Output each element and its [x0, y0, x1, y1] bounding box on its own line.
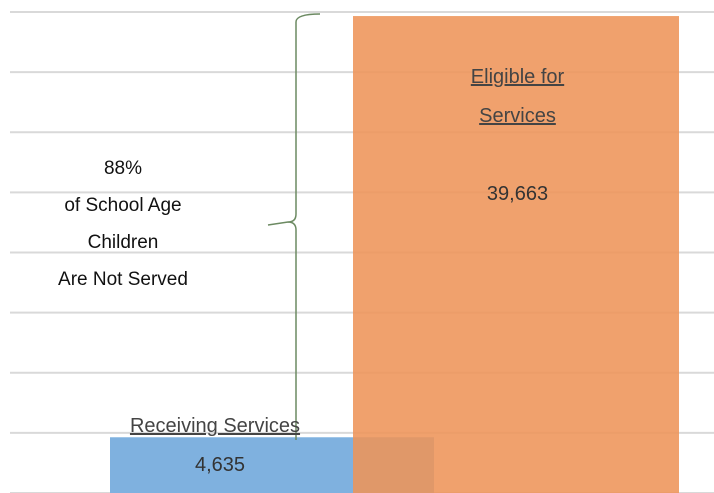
annotation-line: 88% [103, 158, 143, 179]
annotation-line: of School Age [64, 195, 182, 216]
category-label: Eligible for Services [470, 66, 565, 127]
annotation: 88% of School Age Children Are Not Served [28, 150, 218, 298]
value-label: 39,663 [486, 183, 549, 205]
value-label: 4,635 [194, 454, 246, 476]
bar [353, 16, 679, 493]
annotation-line: Children [87, 232, 159, 253]
category-label: Receiving Services [129, 415, 301, 437]
annotation-line: Are Not Served [58, 269, 188, 290]
brace [267, 13, 321, 440]
